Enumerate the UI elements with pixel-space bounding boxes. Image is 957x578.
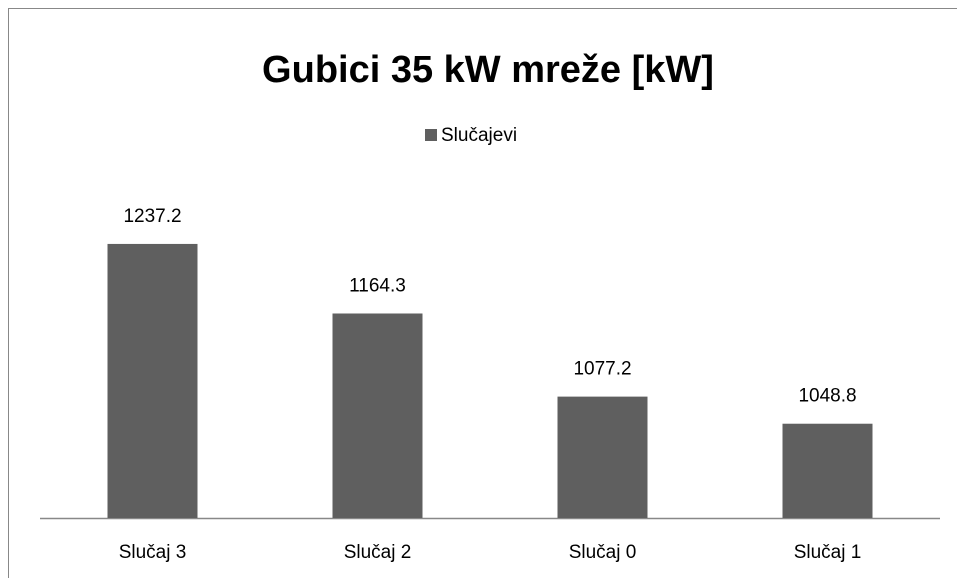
legend-label: Slučajevi [441,125,517,146]
data-label: 1077.2 [573,359,631,380]
x-tick-label: Slučaj 2 [344,542,412,563]
bar [107,243,198,518]
data-label: 1048.8 [798,386,856,407]
data-label: 1237.2 [123,206,181,227]
bar [557,396,648,518]
x-tick-label: Slučaj 1 [794,542,862,563]
bar [782,423,873,518]
x-tick-label: Slučaj 3 [119,542,187,563]
chart-title: Gubici 35 kW mreže [kW] [262,49,714,91]
legend-swatch [425,129,437,141]
x-tick-label: Slučaj 0 [569,542,637,563]
bar [332,313,423,518]
data-label: 1164.3 [349,276,406,297]
